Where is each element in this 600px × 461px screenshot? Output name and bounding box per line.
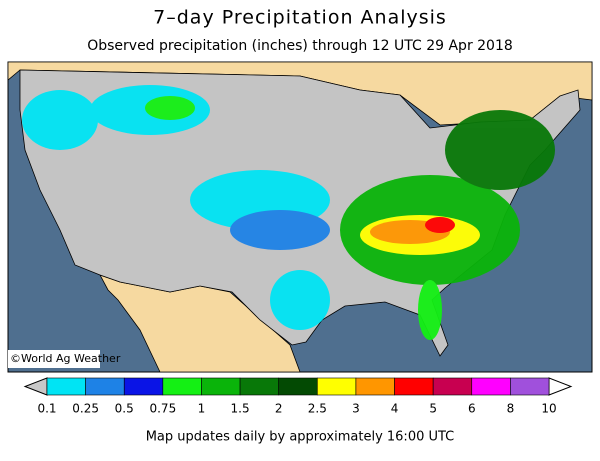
legend-label: 2.5 xyxy=(308,402,327,416)
footer: Map updates daily by approximately 16:00… xyxy=(146,430,455,445)
legend-bin xyxy=(432,377,473,396)
legend-bin xyxy=(278,377,318,396)
legend-bin xyxy=(239,377,279,396)
legend-below xyxy=(23,377,48,396)
credit: ©World Ag Weather xyxy=(10,352,121,365)
legend-above xyxy=(548,377,573,396)
legend-label: 6 xyxy=(468,402,476,416)
legend-bin xyxy=(471,377,511,396)
legend-label: 1 xyxy=(198,402,206,416)
legend-bin xyxy=(201,377,241,396)
legend-label: 4 xyxy=(391,402,399,416)
legend-label: 8 xyxy=(507,402,515,416)
legend-label: 0.75 xyxy=(149,402,176,416)
legend-bin xyxy=(46,377,86,396)
legend-bin xyxy=(394,377,434,396)
legend-label: 2 xyxy=(275,402,283,416)
credit-box xyxy=(8,350,100,368)
canada xyxy=(7,61,593,126)
legend-label: 0.25 xyxy=(72,402,99,416)
legend-bin xyxy=(162,377,202,396)
legend-label: 3 xyxy=(352,402,360,416)
precip-area xyxy=(425,217,455,233)
legend-label: 10 xyxy=(541,402,556,416)
precip-area xyxy=(270,270,330,330)
legend-label: 0.5 xyxy=(115,402,134,416)
legend-label: 1.5 xyxy=(231,402,250,416)
precip xyxy=(22,85,555,340)
map: ©World Ag Weather xyxy=(7,61,593,373)
legend-bin xyxy=(355,377,395,396)
precip-area xyxy=(230,210,330,250)
legend-label: 0.1 xyxy=(37,402,56,416)
precip-area xyxy=(145,96,195,120)
subtitle: Observed precipitation (inches) through … xyxy=(87,38,513,54)
legend-label: 5 xyxy=(429,402,437,416)
legend-bin xyxy=(317,377,357,396)
precip-area xyxy=(445,110,555,190)
legend: 0.1 0.25 0.5 0.75 1 1.5 2 2.5 3 4 5 6 8 10 xyxy=(23,377,573,416)
legend-bin xyxy=(85,377,125,396)
legend-bin xyxy=(123,377,164,396)
precip-area xyxy=(22,90,98,150)
title: 7–day Precipitation Analysis xyxy=(153,7,447,29)
legend-bin xyxy=(510,377,550,396)
precip-area xyxy=(418,280,442,340)
